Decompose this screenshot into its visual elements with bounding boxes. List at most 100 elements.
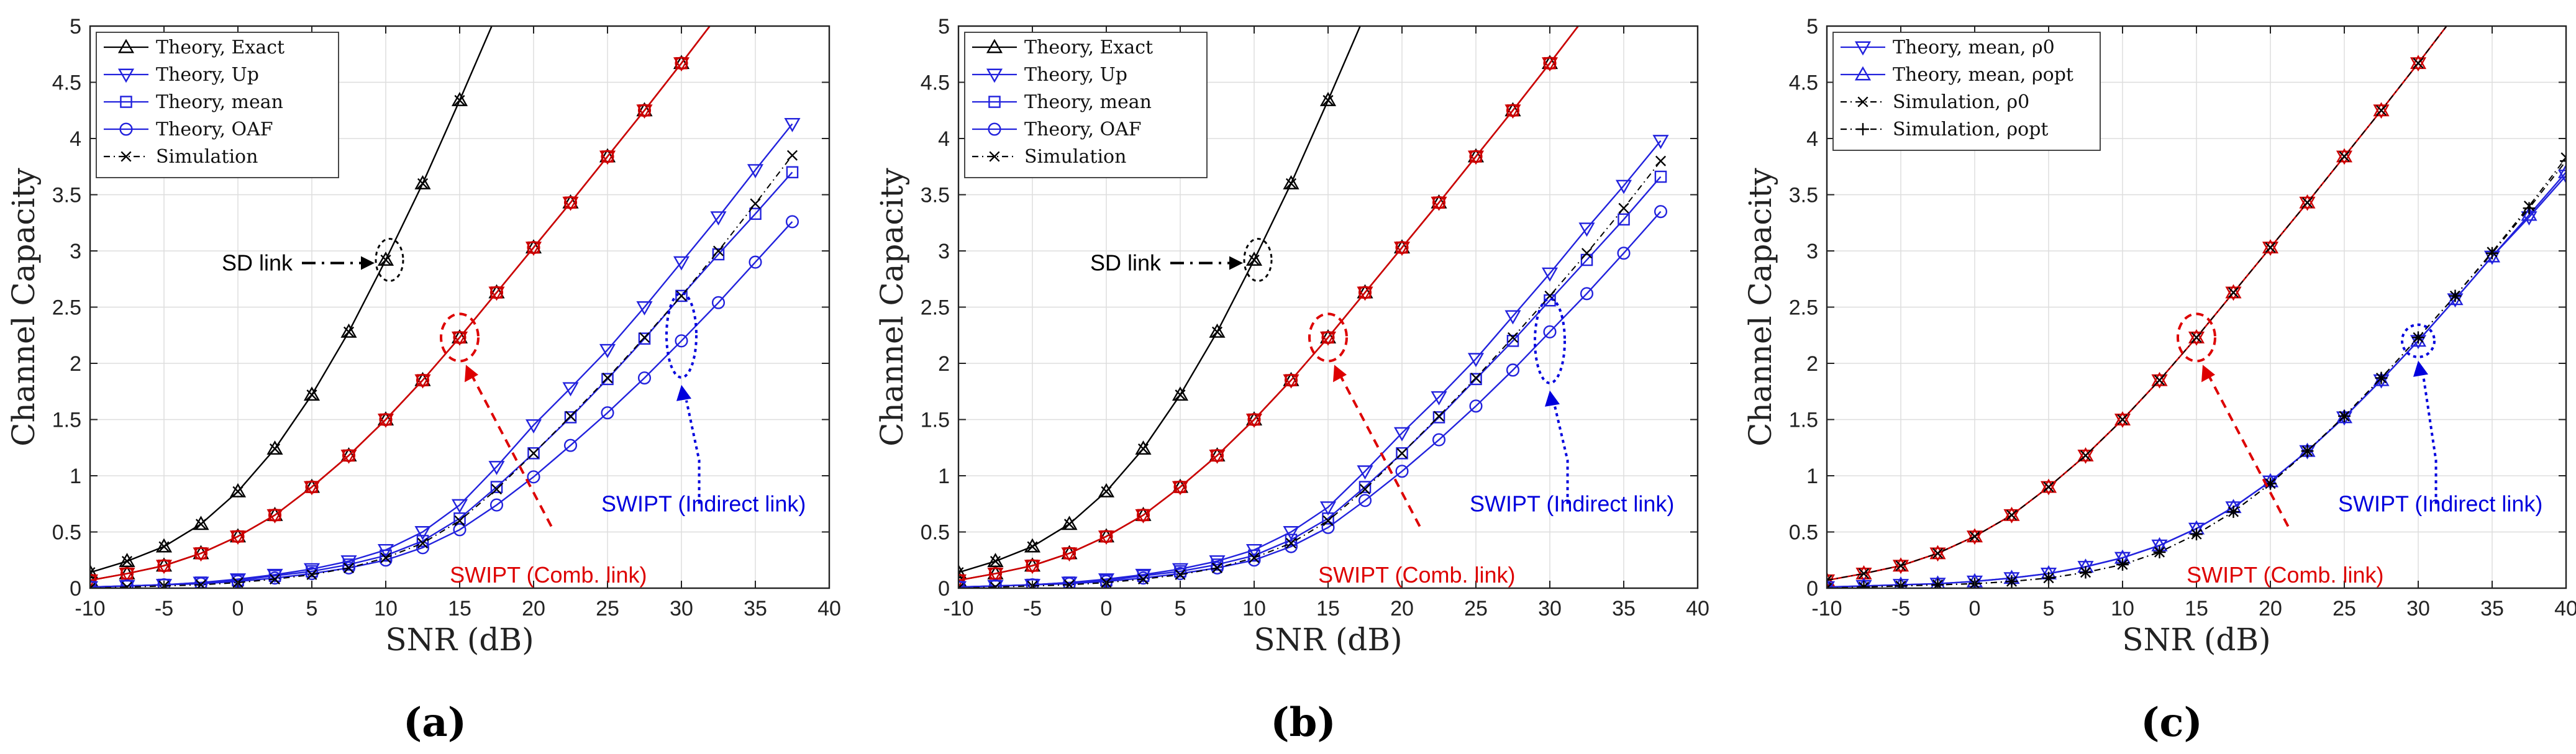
panel-label: (a) — [403, 699, 467, 746]
x-tick-label: 15 — [1316, 597, 1340, 620]
y-tick-label: 0.5 — [1789, 521, 1818, 545]
data-point-swipt-indirect-link-theory-up — [1541, 267, 1559, 282]
series-group — [1827, 8, 2566, 588]
data-point-swipt-indirect-link-theory-mean — [527, 447, 540, 460]
data-point-swipt-comb-link-theory-mean-opt — [2003, 506, 2020, 521]
data-point-swipt-comb-link-theory-mean-0 — [2336, 150, 2353, 165]
data-point-swipt-indirect-link-theory-mean-opt — [1930, 575, 1946, 588]
data-point-swipt-indirect-link-theory-mean — [1470, 373, 1482, 386]
annotation-ellipse-comb-link — [440, 312, 480, 363]
data-point-sd-link-simulation — [1249, 254, 1260, 266]
data-point-swipt-indirect-link-theory-oaf — [157, 578, 171, 588]
data-point-swipt-comb-link-theory-oaf — [712, 9, 724, 21]
y-tick-label: 3.5 — [921, 184, 950, 207]
data-point-swipt-comb-link-theory-oaf — [157, 559, 171, 573]
y-tick-label: 5 — [938, 15, 950, 39]
data-point-sd-link-theory-exact — [1245, 252, 1263, 266]
data-point-sd-link-theory-exact — [1024, 538, 1041, 553]
data-point-swipt-comb-link-theory-mean-opt — [2449, 8, 2462, 20]
x-tick-label: -10 — [1811, 597, 1842, 620]
data-point-swipt-comb-link-theory-oaf — [268, 508, 282, 522]
annotation-comb-link: SWIPT (Comb. link) — [450, 562, 647, 588]
data-point-swipt-indirect-link-simulation-opt — [2449, 289, 2462, 302]
data-point-swipt-indirect-link-theory-up — [747, 164, 764, 179]
data-point-swipt-comb-link-theory-mean-0 — [1827, 574, 1836, 588]
data-point-swipt-indirect-link-simulation — [1655, 155, 1667, 166]
data-point-swipt-indirect-link-theory-oaf — [416, 541, 430, 555]
data-point-swipt-indirect-link-simulation — [269, 573, 281, 585]
data-point-swipt-indirect-link-theory-up — [784, 118, 801, 132]
data-point-swipt-indirect-link-simulation — [491, 484, 503, 495]
data-point-swipt-indirect-link-theory-mean — [490, 481, 503, 493]
data-point-swipt-indirect-link-theory-oaf — [563, 438, 578, 452]
data-point-swipt-indirect-link-theory-oaf — [1062, 577, 1076, 588]
legend-entry-5: Simulation — [156, 146, 258, 168]
y-tick-label: 4 — [1806, 127, 1818, 151]
data-point-swipt-indirect-link-theory-oaf — [1580, 287, 1594, 301]
data-point-swipt-comb-link-theory-mean-opt — [2336, 148, 2353, 163]
data-point-swipt-comb-link-theory-mean — [1582, 9, 1592, 20]
x-tick-label: 15 — [2185, 597, 2208, 620]
y-tick-label: 3.5 — [52, 184, 81, 207]
data-point-swipt-comb-link-theory-oaf — [1321, 330, 1335, 344]
data-point-swipt-indirect-link-theory-oaf — [1136, 571, 1150, 585]
y-axis-label: Channel Capacity — [6, 168, 42, 447]
data-point-swipt-indirect-link-theory-mean — [1580, 253, 1593, 266]
data-point-swipt-indirect-link-theory-oaf — [1617, 247, 1631, 260]
data-point-swipt-comb-link-theory-mean-0 — [2410, 57, 2427, 72]
data-point-swipt-indirect-link-theory-oaf — [1284, 540, 1298, 553]
ticks: -10 -5 0 5 10 15 20 25 30 35 40 0 0.5 1 1.5 2 2.5 3 3.5 4 4.… — [1789, 15, 2576, 620]
y-tick-label: 5 — [1806, 15, 1818, 39]
y-tick-label: 2.5 — [1789, 296, 1818, 320]
data-point-swipt-comb-link-theory-mean-opt — [2373, 102, 2390, 117]
legend-entry-4: Simulation, ρopt — [1893, 119, 2048, 140]
data-point-swipt-indirect-link-theory-up — [1578, 222, 1595, 237]
data-point-swipt-comb-link-theory-oaf — [90, 573, 97, 587]
y-tick-label: 3.5 — [1789, 184, 1818, 207]
data-point-sd-link-simulation — [1211, 326, 1223, 337]
data-point-sd-link-simulation — [492, 10, 501, 19]
y-tick-label: 2.5 — [921, 296, 950, 320]
data-point-swipt-comb-link-theory-oaf — [1581, 9, 1593, 21]
data-point-swipt-comb-link-theory-mean-opt — [2040, 478, 2057, 493]
data-point-swipt-comb-link-theory-mean-0 — [2077, 449, 2094, 464]
data-point-swipt-indirect-link-theory-mean-opt — [2557, 163, 2566, 178]
data-point-swipt-indirect-link-theory-up — [1652, 135, 1669, 150]
annotations: SWIPT (Comb. link) SWIPT (Indirect link) — [2177, 312, 2542, 588]
data-point-swipt-comb-link-theory-oaf — [453, 330, 467, 344]
y-tick-label: 5 — [70, 15, 81, 39]
data-point-swipt-indirect-link-theory-oaf — [1654, 205, 1668, 219]
x-tick-label: 0 — [232, 597, 244, 620]
data-point-swipt-indirect-link-simulation — [90, 583, 96, 588]
data-point-swipt-indirect-link-theory-up — [525, 419, 542, 434]
y-tick-label: 1.5 — [52, 409, 81, 432]
y-tick-label: 1 — [70, 465, 81, 488]
data-point-swipt-indirect-link-theory-up — [1615, 179, 1632, 194]
data-point-swipt-comb-link-theory-oaf — [1543, 57, 1557, 70]
annotation-ellipse-indirect-link — [665, 291, 698, 379]
legend-entry-2: Theory, mean, ρopt — [1893, 64, 2073, 86]
annotation-arrowhead-comb-link — [465, 365, 478, 383]
data-point-sd-link-theory-exact — [155, 538, 173, 553]
data-point-swipt-indirect-link-theory-oaf — [1358, 494, 1372, 507]
data-point-swipt-comb-link-simulation-0 — [2117, 414, 2128, 425]
annotation-arrowhead-sd-link — [1229, 256, 1243, 270]
legend-entry-5: Simulation — [1024, 146, 1126, 168]
data-point-sd-link-theory-exact — [1319, 92, 1337, 106]
y-axis-label: Channel Capacity — [1742, 168, 1778, 447]
legend-entry-1: Theory, Exact — [156, 37, 284, 58]
data-point-swipt-indirect-link-theory-mean-0 — [2262, 475, 2279, 490]
data-point-swipt-indirect-link-simulation-opt — [2116, 558, 2129, 571]
data-point-swipt-indirect-link-theory-up — [1357, 465, 1373, 480]
data-point-swipt-indirect-link-theory-mean — [1359, 481, 1372, 493]
legend-entry-3: Simulation, ρ0 — [1893, 91, 2029, 113]
data-point-swipt-comb-link-theory-mean-0 — [2299, 196, 2316, 211]
y-tick-label: 0.5 — [52, 521, 81, 545]
data-point-swipt-indirect-link-simulation — [1322, 515, 1334, 526]
legend-marker — [120, 96, 132, 108]
data-point-swipt-indirect-link-theory-mean — [749, 207, 762, 220]
data-point-swipt-indirect-link-theory-mean — [564, 411, 577, 424]
data-point-swipt-indirect-link-theory-mean-opt — [1827, 578, 1832, 588]
legend-marker — [1854, 41, 1872, 56]
data-point-swipt-indirect-link-theory-up — [562, 382, 579, 397]
